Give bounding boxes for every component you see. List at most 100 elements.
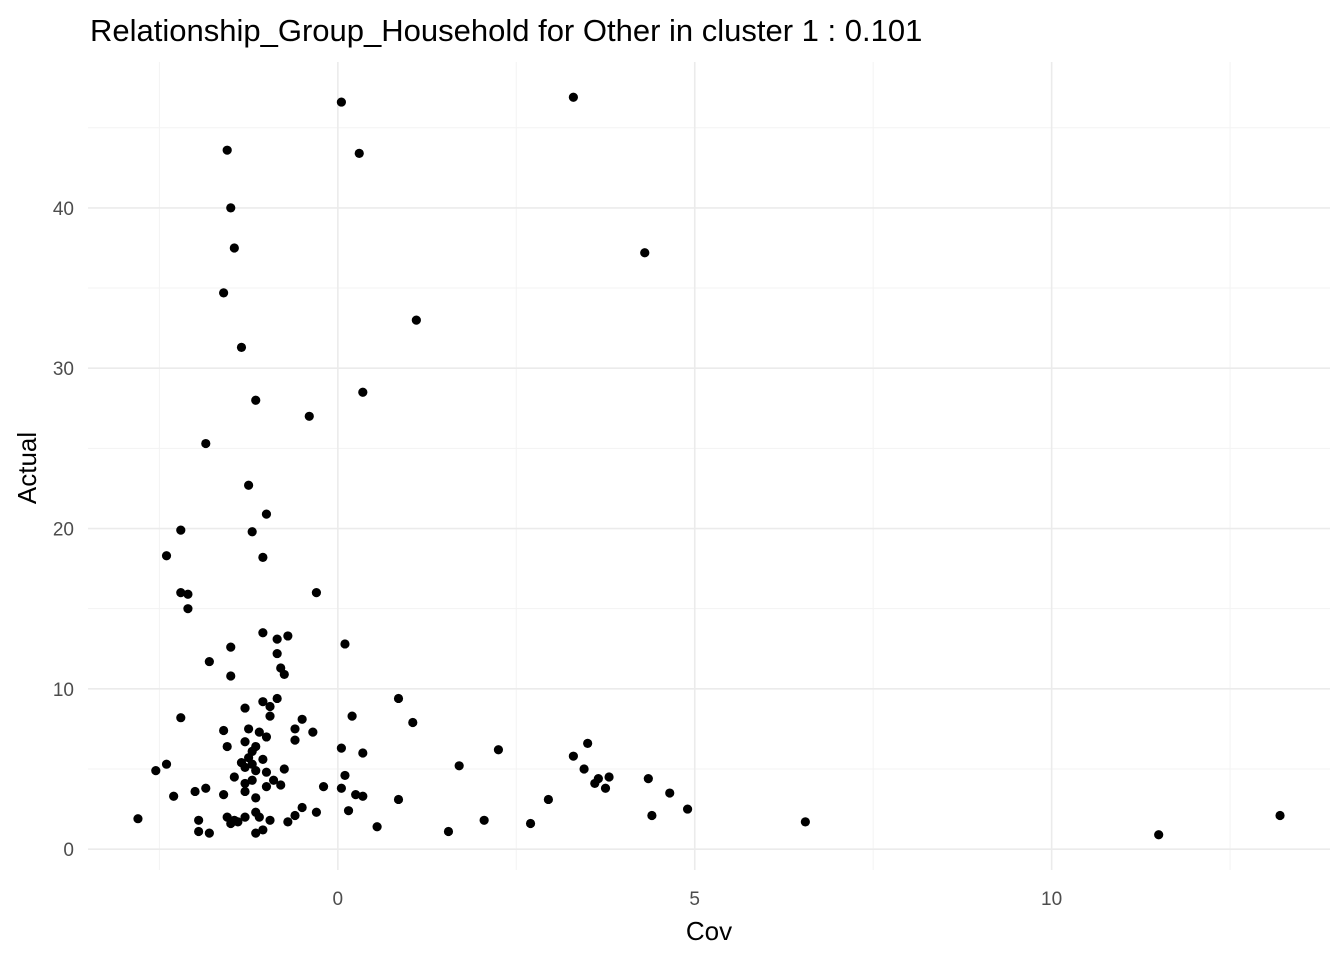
data-point — [161, 759, 172, 769]
data-point — [340, 770, 350, 781]
data-point — [311, 588, 322, 598]
data-point — [454, 761, 464, 771]
data-point — [479, 815, 489, 825]
data-point — [258, 628, 268, 638]
data-point — [236, 342, 247, 352]
data-point — [272, 634, 282, 644]
data-point — [283, 631, 293, 641]
x-tick-label: 0 — [333, 889, 344, 910]
data-point — [261, 509, 272, 519]
data-point — [201, 438, 211, 449]
data-point — [261, 782, 272, 792]
data-point — [133, 814, 143, 824]
data-point — [258, 825, 268, 835]
data-point — [543, 794, 553, 805]
data-point — [336, 783, 346, 793]
data-point — [354, 148, 364, 158]
data-point — [351, 790, 361, 800]
data-point — [583, 738, 593, 748]
data-point — [251, 828, 261, 838]
data-points — [133, 92, 1285, 840]
data-point — [568, 92, 578, 102]
data-point — [258, 754, 268, 764]
data-point — [358, 387, 368, 397]
data-point — [219, 288, 229, 298]
data-point — [204, 828, 214, 838]
data-point — [258, 697, 268, 707]
data-point — [183, 589, 193, 599]
data-point — [304, 411, 314, 421]
data-point — [176, 713, 186, 723]
data-point — [258, 552, 268, 562]
data-point — [336, 97, 346, 107]
y-tick-label: 20 — [53, 520, 74, 541]
data-point — [183, 604, 193, 614]
data-point — [283, 817, 293, 827]
data-point — [290, 810, 300, 821]
data-point — [665, 788, 675, 798]
data-point — [226, 642, 236, 652]
data-point — [247, 527, 257, 537]
data-point — [279, 764, 289, 774]
data-point — [240, 812, 250, 822]
data-point — [240, 703, 250, 713]
y-tick-label: 0 — [63, 840, 74, 861]
y-tick-label: 40 — [53, 199, 74, 220]
data-point — [579, 764, 589, 774]
data-point — [169, 791, 179, 801]
data-point — [240, 778, 250, 789]
x-axis-title: Cov — [686, 916, 732, 946]
data-point — [643, 774, 653, 784]
data-point — [640, 248, 650, 258]
data-point — [229, 243, 239, 253]
data-point — [190, 786, 200, 797]
gridlines — [88, 62, 1330, 870]
y-tick-label: 10 — [53, 680, 74, 701]
data-point — [408, 717, 418, 728]
data-point — [254, 727, 264, 737]
data-point — [272, 693, 282, 704]
data-point — [340, 639, 350, 649]
data-point — [590, 778, 600, 789]
data-point — [343, 806, 354, 816]
data-point — [265, 701, 275, 712]
data-point — [244, 724, 254, 734]
data-point — [265, 711, 275, 721]
data-point — [443, 826, 454, 837]
data-point — [201, 783, 211, 793]
data-point — [1154, 830, 1164, 840]
data-point — [347, 711, 357, 721]
data-point — [308, 727, 318, 737]
data-point — [647, 810, 657, 821]
data-point — [219, 790, 229, 800]
data-point — [194, 826, 204, 837]
data-point — [251, 793, 261, 803]
chart-title: Relationship_Group_Household for Other i… — [90, 13, 922, 48]
data-point — [219, 725, 229, 736]
x-tick-label: 5 — [689, 889, 700, 910]
data-point — [240, 762, 250, 772]
data-point — [265, 815, 275, 825]
data-point — [226, 203, 236, 213]
data-point — [226, 671, 236, 681]
data-point — [336, 743, 346, 753]
data-point — [276, 780, 286, 790]
data-point — [151, 766, 161, 776]
data-point — [372, 822, 382, 832]
data-point — [161, 551, 172, 561]
data-point — [176, 525, 186, 535]
x-tick-label: 10 — [1041, 889, 1062, 910]
data-point — [251, 395, 261, 405]
data-point — [176, 588, 186, 598]
data-point — [244, 480, 254, 490]
data-point — [600, 783, 611, 793]
data-point — [254, 812, 264, 822]
data-point — [290, 724, 300, 734]
data-point — [411, 315, 421, 325]
data-point — [261, 732, 272, 742]
data-point — [358, 748, 368, 758]
data-point — [318, 782, 329, 792]
data-point — [233, 817, 243, 827]
x-axis-ticks: 0 5 10 — [333, 889, 1063, 910]
